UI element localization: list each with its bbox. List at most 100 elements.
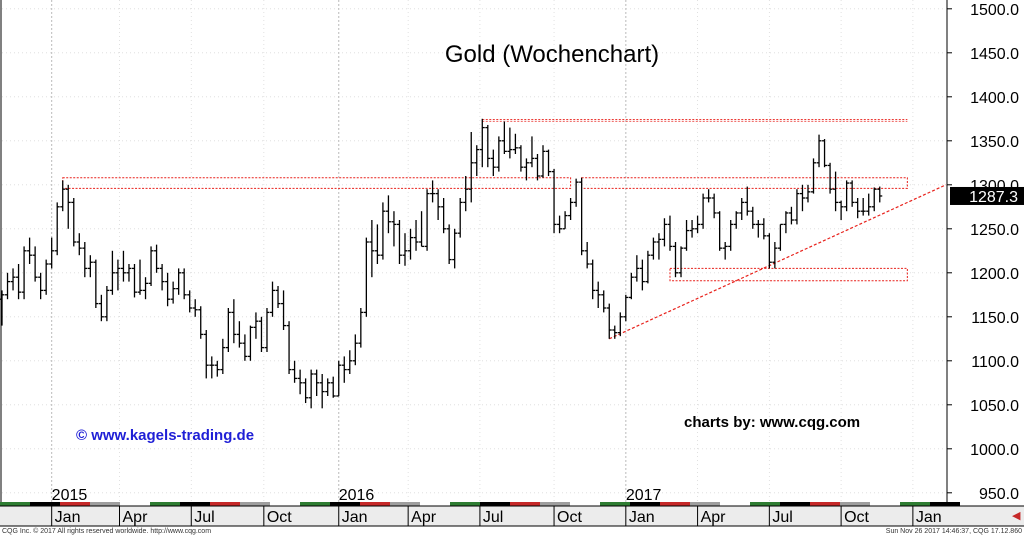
x-tick-label: Jul: [772, 509, 792, 526]
ohlc-bar: [5, 272, 11, 300]
ohlc-bar: [595, 281, 601, 308]
ohlc-bar: [457, 198, 463, 238]
ohlc-bar: [573, 178, 579, 207]
ohlc-bar: [352, 334, 358, 366]
ohlc-bar: [292, 360, 298, 383]
axis-color-segment: [300, 502, 330, 506]
ohlc-bars: [0, 118, 883, 409]
ohlc-bar: [71, 198, 77, 247]
ohlc-bar: [391, 211, 397, 247]
ohlc-bar: [98, 294, 104, 322]
x-tick-label: Apr: [123, 509, 149, 526]
ohlc-bar: [612, 325, 618, 339]
ohlc-bar: [220, 338, 226, 374]
ohlc-bar: [684, 220, 690, 251]
ohlc-bar: [154, 244, 160, 273]
ohlc-bar: [297, 369, 303, 395]
ohlc-bar: [639, 259, 645, 291]
ohlc-bar: [120, 250, 126, 282]
ohlc-bar: [822, 139, 828, 168]
scroll-right-arrow-icon[interactable]: ◀: [1012, 510, 1021, 522]
ohlc-bar: [385, 195, 391, 234]
ohlc-bar: [529, 136, 535, 168]
x-axis-band: [0, 506, 1024, 526]
ohlc-bar: [131, 264, 137, 298]
ohlc-bar: [137, 259, 143, 295]
last-price-label: 1287.3: [969, 189, 1018, 206]
ohlc-bar: [667, 215, 673, 251]
ohlc-bar: [358, 308, 364, 348]
ohlc-bar: [744, 186, 750, 216]
axis-color-segment: [930, 502, 960, 506]
ohlc-bar: [314, 369, 320, 396]
ohlc-bar: [396, 220, 402, 264]
ohlc-bar: [419, 211, 425, 248]
ohlc-bar: [568, 198, 574, 220]
ohlc-bar: [496, 136, 502, 172]
ohlc-bar: [755, 220, 761, 238]
axis-color-segment: [270, 502, 300, 506]
ohlc-bar: [557, 215, 563, 234]
ohlc-bar: [650, 237, 656, 260]
axis-color-segment: [540, 502, 570, 506]
x-year-label: 2015: [52, 487, 88, 504]
annotations: [62, 119, 947, 340]
ohlc-bar: [38, 272, 44, 300]
y-tick-label: 1500.0: [970, 2, 1019, 19]
ohlc-bar: [109, 250, 115, 295]
ohlc-bar: [661, 218, 667, 247]
axis-color-segment: [630, 502, 660, 506]
x-tick-label: Oct: [557, 509, 582, 526]
ohlc-bar: [424, 189, 430, 251]
ohlc-bar: [231, 299, 237, 344]
ohlc-bar: [501, 121, 507, 154]
ohlc-bar: [32, 246, 38, 282]
ohlc-bar: [441, 198, 447, 234]
ohlc-bar: [474, 145, 480, 176]
ohlc-bar: [247, 325, 253, 361]
ohlc-bar: [706, 189, 712, 203]
x-tick-label: Jan: [629, 509, 655, 526]
ohlc-bar: [341, 356, 347, 383]
support-trendline: [609, 184, 947, 340]
ohlc-bar: [319, 374, 325, 409]
ohlc-bar: [43, 259, 49, 295]
grid-lines: [2, 0, 946, 506]
ohlc-bar: [645, 250, 651, 284]
ohlc-bar: [838, 200, 844, 220]
ohlc-bar: [236, 321, 242, 348]
ohlc-bar: [16, 264, 22, 300]
ohlc-bar: [855, 198, 861, 219]
ohlc-bar: [777, 223, 783, 251]
ohlc-bar: [369, 220, 375, 278]
last-price-box: [950, 186, 1024, 205]
ohlc-bar: [606, 303, 612, 339]
ohlc-bar: [546, 149, 552, 176]
ohlc-bar: [590, 259, 596, 300]
ohlc-bar: [253, 312, 259, 339]
ohlc-bar: [766, 233, 772, 269]
ohlc-bar: [518, 145, 524, 172]
ohlc-bar: [700, 193, 706, 229]
ohlc-bar: [347, 350, 353, 374]
x-tick-label: Apr: [411, 509, 437, 526]
x-tick-label: Jul: [483, 509, 503, 526]
ohlc-bar: [512, 133, 518, 154]
y-tick-label: 1150.0: [971, 310, 1019, 327]
ohlc-bar: [93, 259, 99, 308]
x-tick-label: Jan: [342, 509, 368, 526]
ohlc-bar: [363, 237, 369, 317]
ohlc-bar: [485, 124, 491, 168]
ohlc-bar: [325, 378, 331, 396]
ohlc-bar: [209, 356, 215, 379]
ohlc-bar: [286, 321, 292, 374]
ohlc-bar: [214, 360, 220, 377]
ohlc-bar: [82, 242, 88, 278]
x-year-label: 2016: [339, 487, 375, 504]
ohlc-bar: [148, 246, 154, 286]
ohlc-bar: [617, 312, 623, 337]
resistance-zone: [62, 177, 572, 189]
axis-color-segment: [720, 502, 750, 506]
x-year-label: 2017: [626, 487, 662, 504]
